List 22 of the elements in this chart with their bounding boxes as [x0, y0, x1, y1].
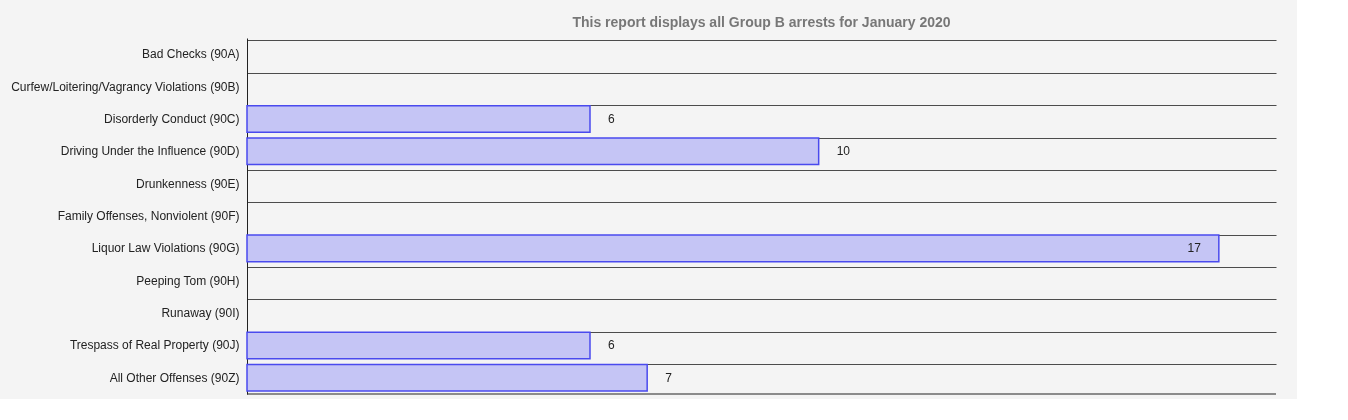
y-tick-label: Trespass of Real Property (90J) — [69, 338, 240, 353]
bar — [246, 104, 591, 133]
bar — [246, 137, 820, 166]
y-tick-label: All Other Offenses (90Z) — [109, 370, 240, 385]
data-label: 6 — [608, 111, 615, 126]
bar — [246, 363, 648, 392]
y-tick-label: Disorderly Conduct (90C) — [104, 111, 240, 126]
bar — [246, 234, 1220, 263]
y-tick-label: Peeping Tom (90H) — [136, 273, 240, 288]
y-tick-label: Drunkenness (90E) — [136, 176, 240, 191]
data-label: 10 — [836, 144, 851, 159]
bar — [246, 331, 591, 360]
data-label: 17 — [1187, 241, 1202, 256]
chart-title: This report displays all Group B arrests for January 2020 — [572, 14, 951, 30]
y-tick-label: Bad Checks (90A) — [142, 47, 240, 62]
data-label: 6 — [608, 338, 615, 353]
y-tick-label: Family Offenses, Nonviolent (90F) — [57, 209, 240, 223]
y-tick-label: Liquor Law Violations (90G) — [91, 241, 240, 256]
data-label: 7 — [665, 370, 673, 385]
y-tick-label: Runaway (90I) — [161, 306, 240, 321]
y-tick-label: Driving Under the Influence (90D) — [60, 144, 240, 159]
y-tick-label: Curfew/Loitering/Vagrancy Violations (90B) — [11, 79, 240, 94]
